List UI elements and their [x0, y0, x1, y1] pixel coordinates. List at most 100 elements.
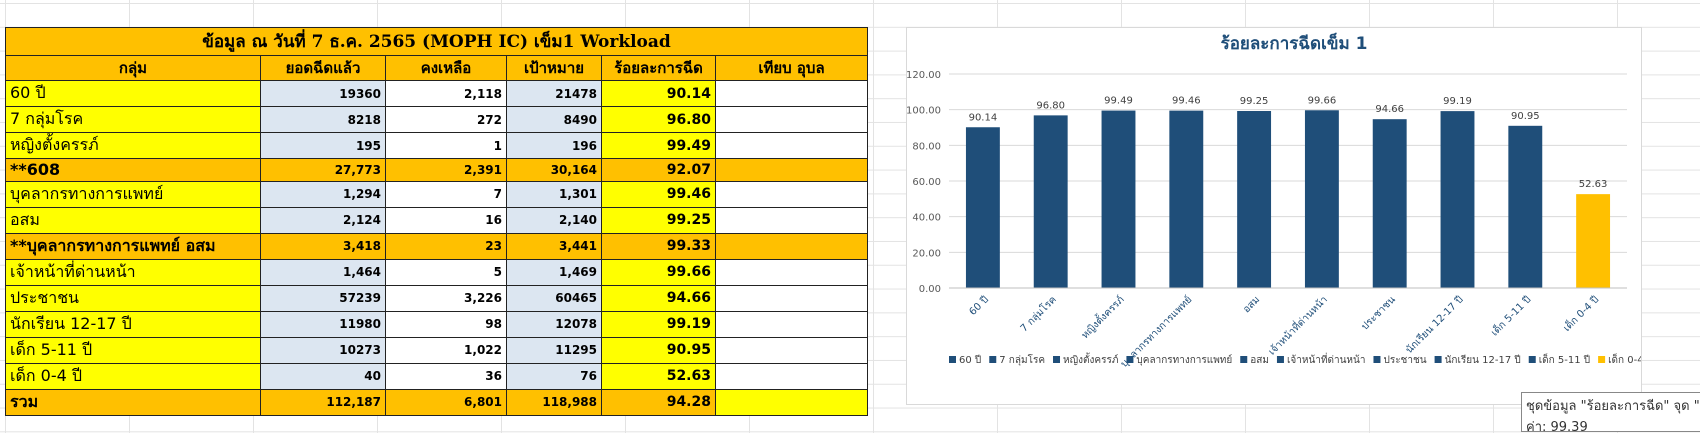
legend-label: ประชาชน: [1383, 355, 1426, 366]
tooltip-line: ค่า: 99.39: [1526, 420, 1588, 433]
value-cell: 272: [385, 106, 507, 133]
group-cell: เด็ก 5-11 ปี: [5, 336, 261, 364]
header-cell: เป้าหมาย: [506, 55, 602, 81]
value-cell: 99.49: [601, 132, 716, 159]
header-cell: กลุ่ม: [5, 55, 261, 81]
value-label: 90.14: [969, 112, 998, 123]
header-cell: ร้อยละการฉีด: [601, 55, 716, 81]
value-label: 96.80: [1036, 100, 1065, 111]
value-cell: 90.14: [601, 80, 716, 107]
value-cell: 8490: [506, 106, 602, 133]
value-cell: 16: [385, 206, 507, 234]
table-row: 60 ปี 19360 2,118 21478 90.14: [5, 80, 869, 107]
legend-label: เด็ก 0-4 ปี: [1608, 352, 1641, 366]
value-cell: 5: [385, 258, 507, 286]
legend-label: เด็ก 5-11 ปี: [1539, 352, 1590, 366]
x-tick-label: หญิงตั้งครรภ์: [1078, 292, 1127, 341]
legend-label: นักเรียน 12-17 ปี: [1445, 354, 1521, 366]
table-row: เจ้าหน้าที่ด่านหน้า 1,464 5 1,469 99.66: [5, 258, 869, 286]
legend-swatch: [1126, 356, 1134, 363]
value-label: 90.95: [1511, 111, 1540, 122]
bar: [1440, 111, 1475, 288]
value-cell: 8218: [260, 106, 386, 133]
value-cell: 57239: [260, 284, 386, 312]
value-cell: 40: [260, 362, 386, 390]
y-tick-label: 80.00: [912, 141, 941, 152]
value-cell: 3,441: [506, 232, 602, 260]
table-row: บุคลากรทางการแพทย์ 1,294 7 1,301 99.46: [5, 180, 869, 208]
legend-swatch: [1528, 356, 1536, 363]
group-cell: รวม: [5, 388, 261, 416]
group-cell: ประชาชน: [5, 284, 261, 312]
bar: [1576, 194, 1611, 288]
legend-swatch: [1598, 356, 1606, 363]
value-cell: 99.25: [601, 206, 716, 234]
value-cell: 3,418: [260, 232, 386, 260]
x-tick-label: นักเรียน 12-17 ปี: [1403, 294, 1465, 356]
table-title: ข้อมูล ณ วันที่ 7 ธ.ค. 2565 (MOPH IC) เข…: [4, 27, 869, 56]
legend-label: 7 กลุ่มโรค: [999, 353, 1045, 366]
value-cell: 99.33: [601, 232, 716, 260]
chart-title: ร้อยละการฉีดเข็ม 1: [1221, 31, 1368, 54]
empty-cell: [714, 362, 869, 390]
legend-swatch: [1240, 356, 1248, 363]
data-table: ข้อมูล ณ วันที่ 7 ธ.ค. 2565 (MOPH IC) เข…: [4, 27, 869, 416]
value-cell: 90.95: [601, 336, 716, 364]
value-cell: 195: [260, 132, 386, 159]
table-row: อสม 2,124 16 2,140 99.25: [5, 206, 869, 234]
group-cell: เจ้าหน้าที่ด่านหน้า: [5, 258, 261, 286]
value-cell: 196: [506, 132, 602, 159]
value-label: 94.66: [1375, 104, 1404, 115]
table-body: ข้อมูล ณ วันที่ 7 ธ.ค. 2565 (MOPH IC) เข…: [4, 27, 869, 416]
value-cell: 11295: [506, 336, 602, 364]
tooltip-line: ชุดข้อมูล "ร้อยละการฉีด" จุด ": [1526, 399, 1700, 414]
table-row: 7 กลุ่มโรค 8218 272 8490 96.80: [5, 106, 869, 133]
value-cell: 6,801: [385, 388, 507, 416]
value-cell: 76: [506, 362, 602, 390]
x-tick-label: ประชาชน: [1360, 294, 1398, 332]
table-row: หญิงตั้งครรภ์ 195 1 196 99.49: [5, 132, 869, 159]
bar: [1033, 115, 1068, 288]
value-cell: 3,226: [385, 284, 507, 312]
table-row: **บุคลากรทางการแพทย์ อสม 3,418 23 3,441 99.3…: [5, 232, 869, 260]
value-cell: 99.19: [601, 310, 716, 338]
y-tick-label: 120.00: [907, 70, 941, 81]
empty-cell: [714, 180, 869, 208]
value-cell: 2,124: [260, 206, 386, 234]
bar: [1169, 110, 1204, 288]
bar: [1508, 125, 1543, 288]
value-label: 52.63: [1579, 179, 1608, 190]
empty-cell: [714, 80, 869, 107]
value-cell: 19360: [260, 80, 386, 107]
legend-swatch: [949, 356, 956, 363]
value-cell: 11980: [260, 310, 386, 338]
value-cell: 94.28: [601, 388, 716, 416]
value-cell: 118,988: [506, 388, 602, 416]
table-row: เด็ก 0-4 ปี 40 36 76 52.63: [5, 362, 869, 390]
value-cell: 1,022: [385, 336, 507, 364]
y-tick-label: 100.00: [907, 106, 941, 117]
legend-label: อสม: [1250, 355, 1269, 366]
value-cell: 36: [385, 362, 507, 390]
title-row: ข้อมูล ณ วันที่ 7 ธ.ค. 2565 (MOPH IC) เข…: [4, 27, 869, 56]
table-row: ประชาชน 57239 3,226 60465 94.66: [5, 284, 869, 312]
value-cell: 30,164: [506, 158, 602, 182]
value-label: 99.66: [1308, 95, 1337, 106]
legend-label: 60 ปี: [959, 354, 981, 366]
empty-cell: [714, 388, 869, 416]
value-cell: 1,469: [506, 258, 602, 286]
value-label: 99.46: [1172, 96, 1201, 107]
legend-swatch: [1276, 356, 1284, 363]
y-tick-label: 40.00: [912, 213, 941, 224]
group-cell: บุคลากรทางการแพทย์: [5, 180, 261, 208]
empty-cell: [714, 106, 869, 133]
value-cell: 60465: [506, 284, 602, 312]
group-cell: นักเรียน 12-17 ปี: [5, 310, 261, 338]
group-cell: เด็ก 0-4 ปี: [5, 362, 261, 390]
bar: [965, 127, 1000, 288]
empty-cell: [714, 206, 869, 234]
value-cell: 98: [385, 310, 507, 338]
chart-box: ร้อยละการฉีดเข็ม 1 0.00 20.00 40.00 60.00 80…: [906, 27, 1653, 405]
table-row: **608 27,773 2,391 30,164 92.07: [5, 158, 869, 182]
value-cell: 96.80: [601, 106, 716, 133]
